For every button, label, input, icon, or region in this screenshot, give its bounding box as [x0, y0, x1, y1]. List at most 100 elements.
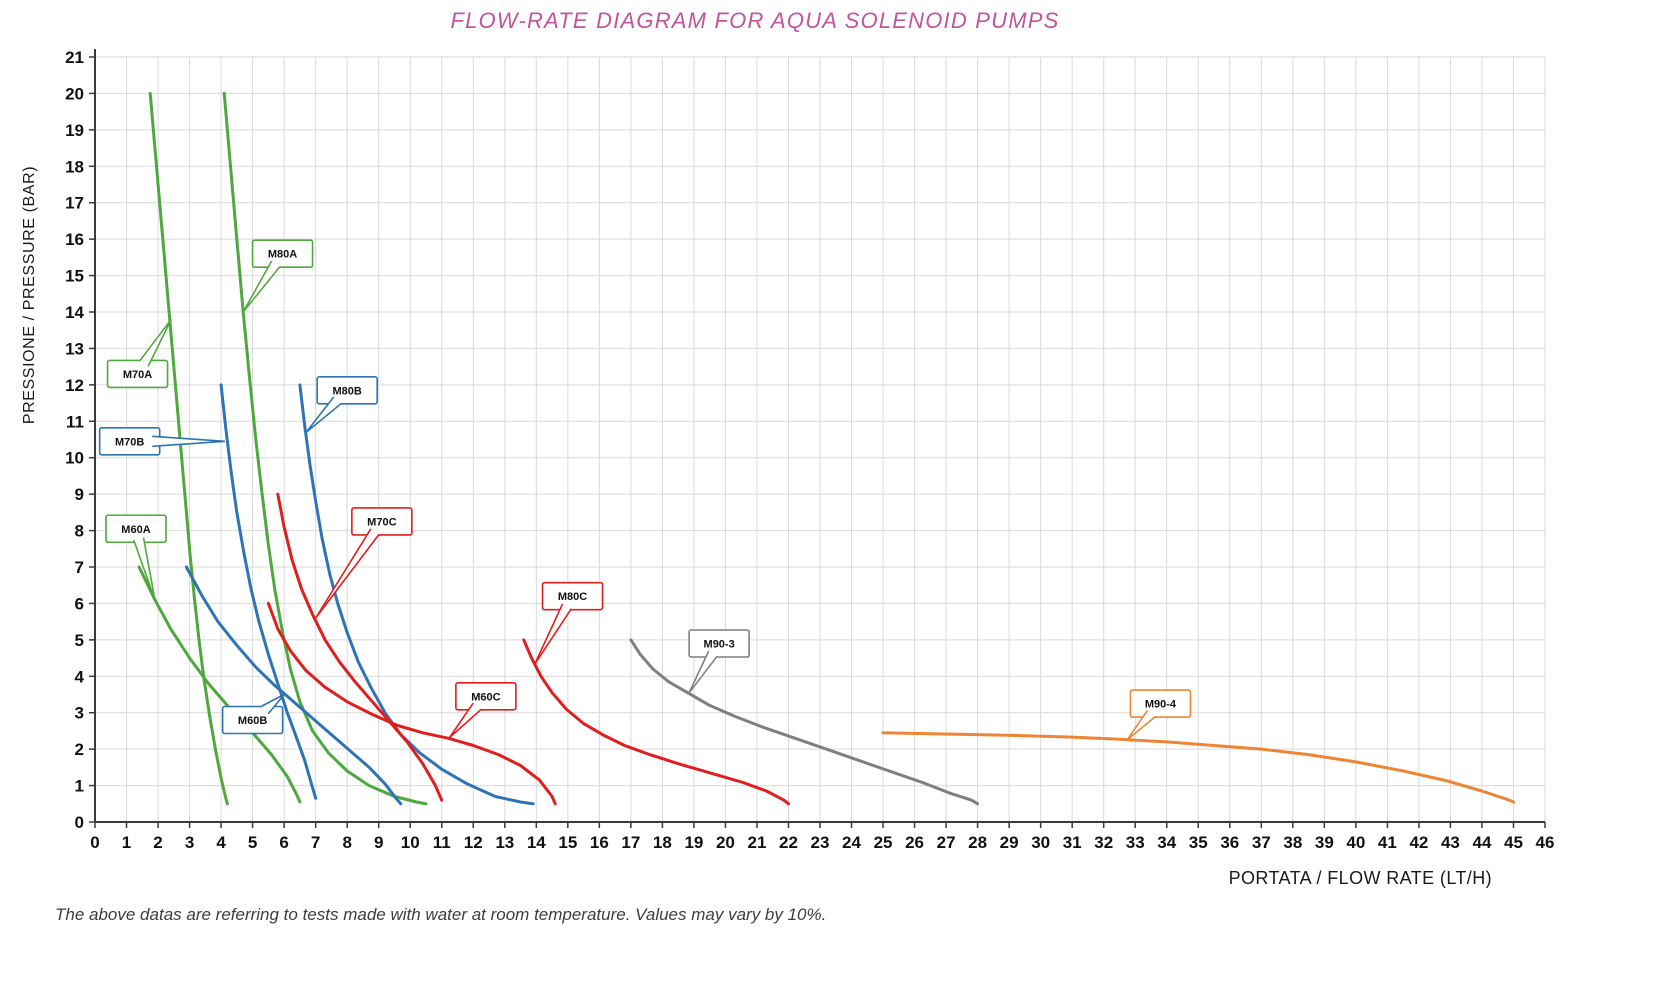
- label-M80A: M80A: [242, 239, 314, 313]
- svg-text:4: 4: [216, 833, 226, 852]
- svg-text:4: 4: [75, 667, 85, 686]
- axes: [89, 49, 1546, 828]
- curve-M80C: [522, 638, 790, 806]
- svg-text:35: 35: [1189, 833, 1208, 852]
- curve-M90-3: [629, 638, 980, 806]
- svg-text:15: 15: [558, 833, 577, 852]
- svg-text:38: 38: [1283, 833, 1302, 852]
- label-box-M80B: [316, 376, 378, 405]
- svg-text:19: 19: [684, 833, 703, 852]
- curve-M70C: [276, 492, 444, 802]
- svg-text:22: 22: [779, 833, 798, 852]
- label-pointer-M90-3: [688, 650, 718, 694]
- svg-text:46: 46: [1536, 833, 1555, 852]
- svg-text:10: 10: [401, 833, 420, 852]
- svg-text:41: 41: [1378, 833, 1397, 852]
- label-M80B: M80B: [305, 376, 378, 433]
- svg-text:18: 18: [65, 157, 84, 176]
- curve-M90-4: [881, 731, 1515, 804]
- svg-text:21: 21: [65, 48, 84, 67]
- label-text-M70A: M70A: [123, 369, 152, 381]
- label-text-M70C: M70C: [367, 516, 396, 528]
- svg-text:33: 33: [1126, 833, 1145, 852]
- curve-M60B: [184, 565, 403, 806]
- label-pointer-M70C: [315, 528, 380, 619]
- label-pointer-M80C: [533, 603, 572, 665]
- label-pointer-M80B: [305, 396, 342, 433]
- svg-text:1: 1: [75, 777, 84, 796]
- label-box-M70C: [351, 507, 413, 536]
- chart-title: FLOW-RATE DIAGRAM FOR AQUA SOLENOID PUMP…: [450, 8, 1060, 33]
- svg-text:14: 14: [65, 303, 84, 322]
- svg-text:16: 16: [65, 230, 84, 249]
- svg-text:9: 9: [374, 833, 383, 852]
- label-box-M90-3: [688, 629, 750, 658]
- label-M60A: M60A: [105, 514, 167, 601]
- svg-text:17: 17: [621, 833, 640, 852]
- svg-text:18: 18: [653, 833, 672, 852]
- label-text-M80C: M80C: [558, 591, 587, 603]
- svg-text:30: 30: [1031, 833, 1050, 852]
- label-pointer-M60A: [133, 537, 156, 601]
- label-text-M90-4: M90-4: [1145, 699, 1177, 711]
- label-box-M80A: [251, 239, 314, 269]
- label-M90-4: M90-4: [1126, 689, 1192, 741]
- svg-text:6: 6: [279, 833, 288, 852]
- svg-text:44: 44: [1472, 833, 1491, 852]
- svg-text:6: 6: [75, 594, 84, 613]
- svg-text:23: 23: [811, 833, 830, 852]
- label-pointer-M60C: [448, 702, 482, 739]
- label-M70C: M70C: [315, 507, 413, 619]
- svg-text:9: 9: [75, 485, 84, 504]
- svg-text:43: 43: [1441, 833, 1460, 852]
- svg-text:32: 32: [1094, 833, 1113, 852]
- svg-text:15: 15: [65, 267, 84, 286]
- svg-text:2: 2: [75, 740, 84, 759]
- svg-text:0: 0: [90, 833, 99, 852]
- svg-text:3: 3: [185, 833, 194, 852]
- label-M70B: M70B: [98, 427, 225, 456]
- svg-text:20: 20: [65, 84, 84, 103]
- svg-text:11: 11: [66, 412, 84, 431]
- label-M60C: M60C: [448, 682, 517, 739]
- svg-text:12: 12: [65, 376, 84, 395]
- curve-M80A: [222, 91, 428, 806]
- label-box-M60C: [455, 682, 517, 711]
- svg-text:36: 36: [1220, 833, 1239, 852]
- label-text-M60B: M60B: [238, 715, 267, 727]
- svg-text:28: 28: [968, 833, 987, 852]
- label-M60B: M60B: [221, 693, 285, 735]
- x-axis-title: PORTATA / FLOW RATE (LT/H): [1228, 868, 1492, 888]
- svg-text:20: 20: [716, 833, 735, 852]
- curve-M60C: [266, 601, 557, 806]
- svg-text:13: 13: [495, 833, 514, 852]
- label-pointer-M60B: [261, 693, 285, 715]
- svg-text:3: 3: [75, 704, 84, 723]
- label-text-M60A: M60A: [121, 524, 150, 536]
- svg-text:27: 27: [937, 833, 956, 852]
- label-box-M80C: [541, 581, 604, 611]
- label-box-M70A: [106, 359, 169, 389]
- svg-text:40: 40: [1346, 833, 1365, 852]
- svg-text:42: 42: [1409, 833, 1428, 852]
- svg-text:37: 37: [1252, 833, 1271, 852]
- grid: [94, 56, 1546, 823]
- label-text-M90-3: M90-3: [704, 639, 735, 651]
- svg-text:31: 31: [1063, 833, 1082, 852]
- svg-text:45: 45: [1504, 833, 1523, 852]
- svg-text:17: 17: [65, 194, 84, 213]
- svg-text:16: 16: [590, 833, 609, 852]
- x-tick-labels: 0 1 2 3 4 5 6 7 8 9 10 11 12 13 14 15 16 17 18 19 20 21 22 23 24…: [90, 833, 1554, 852]
- svg-text:24: 24: [842, 833, 861, 852]
- svg-text:14: 14: [527, 833, 546, 852]
- svg-text:19: 19: [65, 121, 84, 140]
- label-pointer-M80A: [242, 260, 281, 313]
- svg-text:12: 12: [464, 833, 483, 852]
- label-text-M60C: M60C: [471, 691, 500, 703]
- svg-text:5: 5: [75, 631, 84, 650]
- svg-text:7: 7: [311, 833, 320, 852]
- svg-text:39: 39: [1315, 833, 1334, 852]
